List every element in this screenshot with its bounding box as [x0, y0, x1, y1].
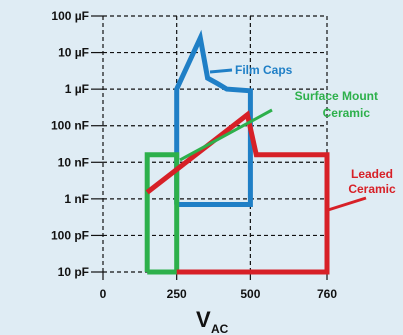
leaded-ceramic-label-line2: Ceramic	[348, 182, 396, 196]
y-tick-label: 10 nF	[58, 155, 89, 169]
axes	[91, 15, 328, 280]
x-axis-label-subscript: AC	[211, 322, 229, 335]
surface-mount-label-line1: Surface Mount	[295, 89, 378, 103]
y-tick-label: 10 pF	[58, 265, 89, 279]
y-tick-label: 1 nF	[64, 192, 89, 206]
tick-labels: 10 pF 100 pF 1 nF 10 nF 100 nF 1 µF 10 µF 100 µ…	[51, 9, 337, 301]
grid	[102, 15, 328, 273]
surface-mount-label-line2: Ceramic	[323, 106, 371, 120]
annotation-leaded-ceramic: Leaded Ceramic	[327, 167, 396, 212]
leaded-ceramic-label-line1: Leaded	[351, 167, 393, 181]
series-surface-mount-ceramic	[144, 152, 180, 275]
x-tick-label: 760	[317, 287, 337, 301]
y-tick-label: 100 µF	[51, 9, 89, 23]
y-tick-label: 10 µF	[58, 46, 89, 60]
annotation-film-caps: Film Caps	[209, 63, 293, 77]
y-tick-label: 100 nF	[51, 119, 89, 133]
plot-area	[144, 29, 330, 275]
annotation-surface-mount: Surface Mount Ceramic	[179, 89, 378, 162]
series-film-caps	[174, 29, 253, 207]
film-caps-leader	[209, 68, 233, 74]
y-tick-label: 100 pF	[51, 228, 89, 242]
surface-mount-leader	[179, 108, 273, 162]
leaded-ceramic-leader	[327, 196, 367, 212]
x-tick-label: 500	[240, 287, 260, 301]
y-tick-label: 1 µF	[65, 82, 89, 96]
x-axis-label: V	[196, 307, 211, 332]
x-tick-label: 250	[167, 287, 187, 301]
x-tick-label: 0	[100, 287, 107, 301]
series-leaded-ceramic	[145, 110, 330, 275]
film-caps-label: Film Caps	[235, 63, 293, 77]
